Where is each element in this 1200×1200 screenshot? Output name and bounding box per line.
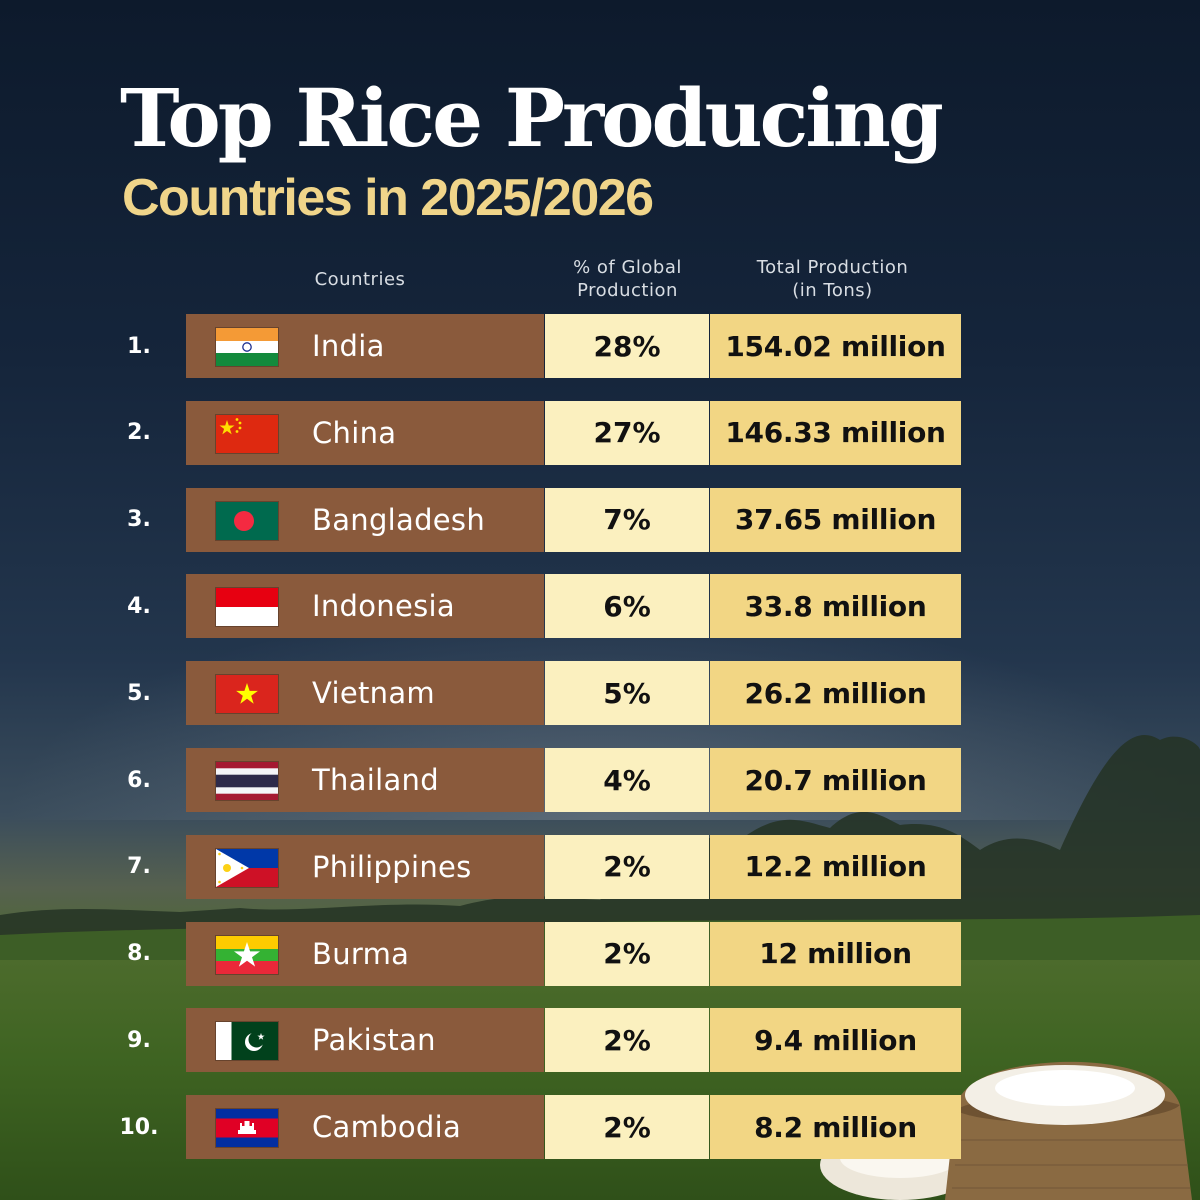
country-cell: Philippines <box>186 834 544 899</box>
column-header-total-line1: Total Production <box>756 257 909 278</box>
country-cell: Burma <box>186 921 544 986</box>
page-title: Top Rice Producing <box>120 71 944 165</box>
burma-flag-icon <box>216 935 278 974</box>
total-production-cell: 9.4 million <box>710 1008 961 1073</box>
column-header-total-production: Total Production (in Tons) <box>710 256 955 302</box>
country-cell: Bangladesh <box>186 487 544 552</box>
country-name: Philippines <box>312 849 472 884</box>
vietnam-flag-icon <box>216 675 278 714</box>
percent-global-cell: 7% <box>545 487 709 552</box>
column-header-countries-label: Countries <box>314 269 406 290</box>
cambodia-flag-icon <box>216 1109 278 1148</box>
table-row: 3. Bangladesh 7% 37.65 million <box>0 487 1000 552</box>
page-subtitle: Countries in 2025/2026 <box>122 169 654 227</box>
percent-global-cell: 28% <box>545 314 709 378</box>
column-header-total-line2: (in Tons) <box>792 280 873 301</box>
column-header-percent-line2: Production <box>577 280 678 301</box>
percent-global-cell: 5% <box>545 661 709 726</box>
percent-global-cell: 2% <box>545 921 709 986</box>
pakistan-flag-icon <box>216 1022 278 1061</box>
percent-global-cell: 27% <box>545 400 709 465</box>
country-cell: Cambodia <box>186 1095 544 1160</box>
country-name: Vietnam <box>312 676 435 711</box>
total-production-cell: 20.7 million <box>710 748 961 812</box>
rank-number: 10. <box>119 1114 159 1140</box>
rice-sack-image <box>945 1061 1192 1200</box>
country-name: Bangladesh <box>312 502 486 537</box>
total-production-cell: 8.2 million <box>710 1095 961 1160</box>
table-row: 10. Cambodia 2% 8.2 million <box>0 1095 1000 1160</box>
table-row: 4. Indonesia 6% 33.8 million <box>0 574 1000 639</box>
table-row: 6. Thailand 4% 20.7 million <box>0 748 1000 812</box>
country-name: Indonesia <box>312 589 455 624</box>
country-name: India <box>312 329 385 363</box>
country-name: Burma <box>312 936 410 971</box>
country-cell: Thailand <box>186 748 544 812</box>
table-row: 1. India 28% 154.02 million <box>0 314 1000 378</box>
thailand-flag-icon <box>216 762 278 800</box>
country-cell: Vietnam <box>186 661 544 726</box>
column-header-percent-global: % of Global Production <box>545 256 710 302</box>
country-name: China <box>312 415 397 450</box>
country-cell: Pakistan <box>186 1008 544 1073</box>
country-cell: Indonesia <box>186 574 544 639</box>
total-production-cell: 26.2 million <box>710 661 961 726</box>
table-row: 5. Vietnam 5% 26.2 million <box>0 661 1000 726</box>
rank-number: 1. <box>127 333 151 359</box>
table-row: 9. Pakistan 2% 9.4 million <box>0 1008 1000 1073</box>
total-production-cell: 12 million <box>710 921 961 986</box>
total-production-cell: 12.2 million <box>710 834 961 899</box>
rank-number: 6. <box>127 767 151 793</box>
rank-number: 2. <box>127 420 151 446</box>
total-production-cell: 146.33 million <box>710 400 961 465</box>
country-cell: India <box>186 314 544 378</box>
table-row: 7. Philippines 2% 12.2 million <box>0 834 1000 899</box>
percent-global-cell: 2% <box>545 1095 709 1160</box>
percent-global-cell: 2% <box>545 1008 709 1073</box>
country-cell: China <box>186 400 544 465</box>
bangladesh-flag-icon <box>216 501 278 540</box>
philippines-flag-icon <box>216 848 278 887</box>
rank-number: 8. <box>127 941 151 967</box>
column-header-countries: Countries <box>300 268 420 291</box>
country-name: Thailand <box>312 763 439 797</box>
rank-number: 9. <box>127 1027 151 1053</box>
country-name: Cambodia <box>312 1110 462 1145</box>
total-production-cell: 33.8 million <box>710 574 961 639</box>
china-flag-icon <box>216 414 278 453</box>
percent-global-cell: 4% <box>545 748 709 812</box>
total-production-cell: 37.65 million <box>710 487 961 552</box>
country-name: Pakistan <box>312 1023 436 1058</box>
table-row: 8. Burma 2% 12 million <box>0 921 1000 986</box>
rank-number: 3. <box>127 507 151 533</box>
indonesia-flag-icon <box>216 588 278 627</box>
percent-global-cell: 6% <box>545 574 709 639</box>
rank-number: 4. <box>127 593 151 619</box>
total-production-cell: 154.02 million <box>710 314 961 378</box>
india-flag-icon <box>216 328 278 366</box>
column-header-percent-line1: % of Global <box>573 257 682 278</box>
percent-global-cell: 2% <box>545 834 709 899</box>
rank-number: 5. <box>127 680 151 706</box>
rank-number: 7. <box>127 854 151 880</box>
table-row: 2. China 27% 146.33 million <box>0 400 1000 465</box>
